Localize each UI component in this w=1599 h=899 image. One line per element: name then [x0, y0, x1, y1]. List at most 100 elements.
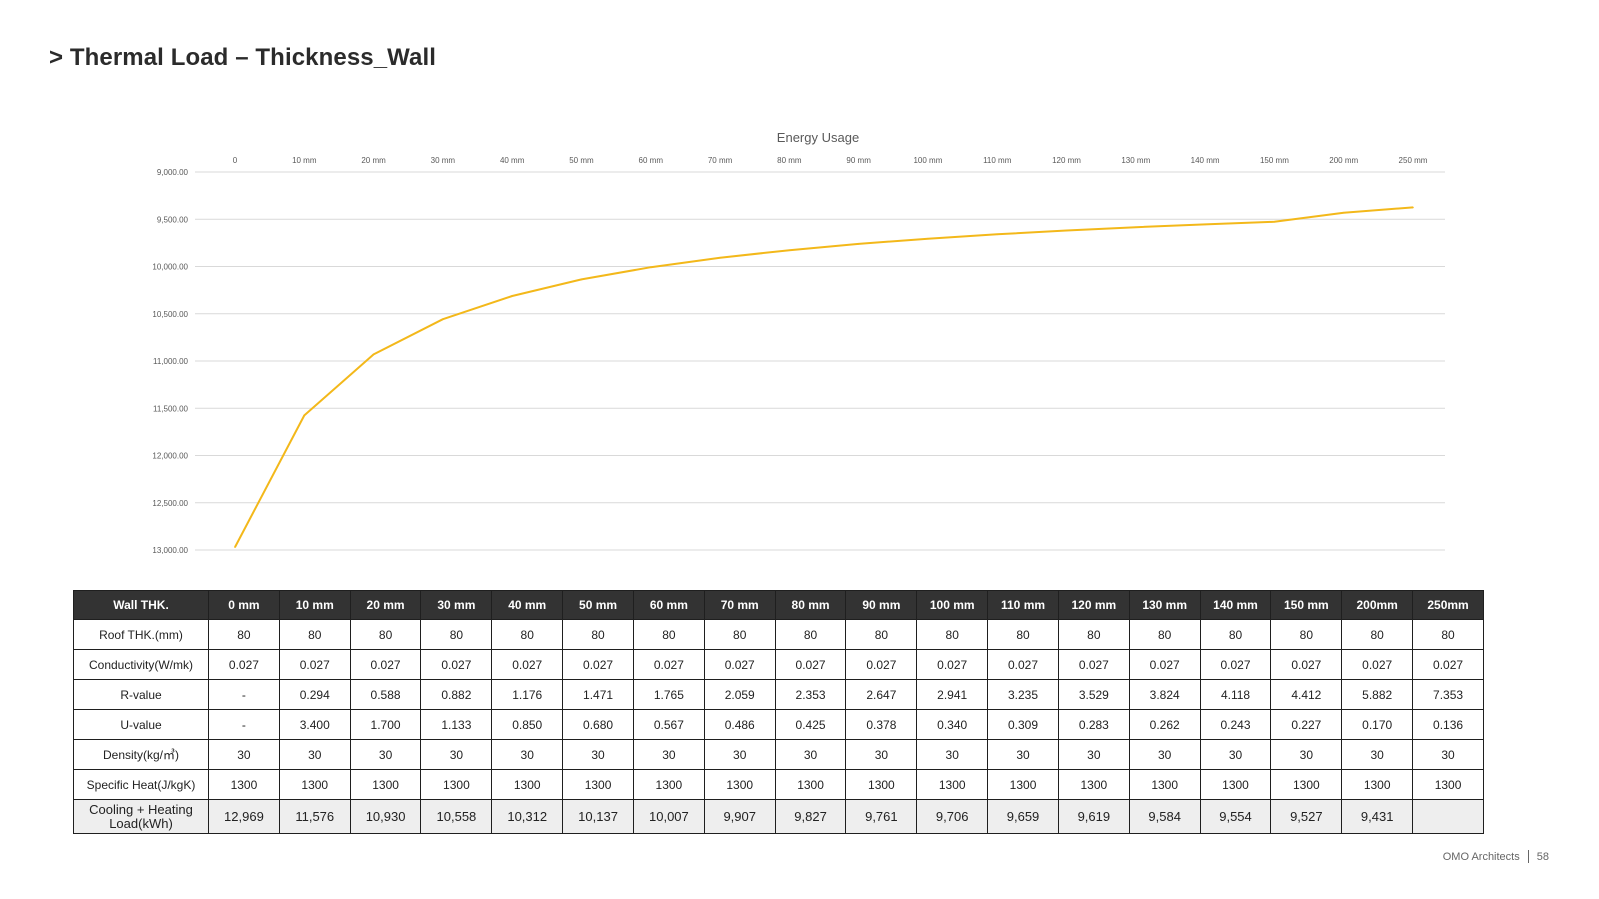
- table-cell: 12,969: [208, 799, 280, 834]
- table-cell: 80: [562, 619, 634, 650]
- table-cell: 1300: [420, 769, 493, 800]
- table-header-cell: 200mm: [1341, 590, 1414, 620]
- y-tick-label: 11,000.00: [153, 357, 189, 366]
- x-tick-label: 30 mm: [431, 156, 456, 165]
- table-cell: 80: [916, 619, 989, 650]
- table-cell: 0.027: [1412, 649, 1484, 680]
- x-tick-label: 250 mm: [1399, 156, 1428, 165]
- x-tick-label: 10 mm: [292, 156, 317, 165]
- table-cell: 30: [1057, 739, 1130, 770]
- table-cell: 30: [208, 739, 280, 770]
- table-cell: 1300: [845, 769, 918, 800]
- table-row: Specific Heat(J/kgK) 1300 1300 1300 1300 1300…: [73, 769, 1484, 800]
- table-cell: 30: [845, 739, 918, 770]
- data-point: [511, 295, 513, 297]
- data-point: [442, 318, 444, 321]
- table-cell: 10,558: [420, 799, 493, 834]
- table-cell: 1.700: [349, 709, 422, 740]
- table-cell: 0.340: [916, 709, 989, 740]
- table-header-cell: 120 mm: [1057, 590, 1130, 620]
- table-cell: 1.471: [562, 679, 634, 710]
- table-header-cell: 130 mm: [1128, 590, 1201, 620]
- data-point: [372, 353, 375, 356]
- table-cell: 0.680: [562, 709, 634, 740]
- table-cell: 0.170: [1341, 709, 1414, 740]
- table-cell: 0.588: [349, 679, 422, 710]
- table-cell: 0.027: [987, 649, 1059, 680]
- data-point: [719, 256, 721, 259]
- table-cell: 80: [1199, 619, 1272, 650]
- table-cell: -: [208, 709, 280, 740]
- table-cell: 30: [987, 739, 1059, 770]
- table-cell: 30: [278, 739, 351, 770]
- table-cell: 2.647: [845, 679, 918, 710]
- data-point: [996, 233, 999, 236]
- data-point: [1412, 206, 1414, 209]
- footer-company: OMO Architects: [1442, 850, 1520, 863]
- table-cell: 0.425: [774, 709, 847, 740]
- y-tick-label: 10,500.00: [152, 310, 188, 319]
- x-tick-label: 0: [233, 156, 238, 165]
- table-cell: 5.882: [1341, 679, 1414, 710]
- table-cell: 30: [703, 739, 776, 770]
- table-cell: 0.027: [1199, 649, 1272, 680]
- table-cell: 0.027: [420, 649, 493, 680]
- table-cell: 1300: [278, 769, 351, 800]
- table-cell: 1300: [491, 769, 564, 800]
- table-cell: 9,527: [1270, 799, 1343, 834]
- table-cell: 9,659: [987, 799, 1059, 834]
- x-tick-label: 70 mm: [708, 156, 733, 165]
- row-label: Density(kg/㎥): [73, 739, 209, 770]
- table-cell: 10,137: [562, 799, 634, 834]
- table-cell: 80: [1270, 619, 1343, 650]
- table-cell: 1300: [1057, 769, 1130, 800]
- table-cell: 80: [632, 619, 705, 650]
- x-tick-label: 140 mm: [1191, 156, 1220, 165]
- table-cell: 0.567: [632, 709, 705, 740]
- table-cell: 0.378: [845, 709, 918, 740]
- table-header-row: Wall THK. 0 mm 10 mm 20 mm 30 mm 40 mm 50 mm 60…: [73, 590, 1484, 620]
- data-point: [580, 278, 583, 281]
- table-cell: 80: [987, 619, 1059, 650]
- table-cell: 80: [1128, 619, 1201, 650]
- table-cell: 30: [491, 739, 564, 770]
- table-cell: 0.027: [278, 649, 351, 680]
- table-cell: 1300: [774, 769, 847, 800]
- table-cell: 1.765: [632, 679, 705, 710]
- table-row: Roof THK.(mm) 80 80 80 80 80 80 80 80 80 80 80 80 80 8…: [73, 619, 1484, 650]
- table-cell: 1.133: [420, 709, 493, 740]
- table-cell: 3.235: [987, 679, 1059, 710]
- y-tick-label: 12,500.00: [152, 499, 188, 508]
- table-cell: 0.136: [1412, 709, 1484, 740]
- table-header-cell: 140 mm: [1199, 590, 1272, 620]
- table-cell: 0.027: [1128, 649, 1201, 680]
- table-cell: 0.027: [562, 649, 634, 680]
- row-label: Cooling + Heating Load(kWh): [73, 799, 209, 834]
- table-cell: 7.353: [1412, 679, 1484, 710]
- table-cell: 11,576: [278, 799, 351, 834]
- table-cell: 0.027: [1341, 649, 1414, 680]
- x-axis-ticks: 0 10 mm 20 mm 30 mm 40 mm 50 mm 60 mm 70 mm 80 m…: [233, 156, 1428, 165]
- table-cell: 80: [208, 619, 280, 650]
- table-cell: 9,619: [1057, 799, 1130, 834]
- x-tick-label: 110 mm: [983, 156, 1012, 165]
- data-point: [857, 243, 860, 245]
- table-row: R-value -0.294 0.588 0.882 1.176 1.471 1.765 2.…: [73, 679, 1484, 710]
- table-cell: 30: [1270, 739, 1343, 770]
- table-cell: 9,431: [1341, 799, 1414, 834]
- x-tick-label: 150 mm: [1260, 156, 1289, 165]
- x-tick-label: 50 mm: [569, 156, 594, 165]
- y-axis-ticks: 9,000.00 9,500.00 10,000.00 10,500.00 11,000…: [152, 168, 188, 555]
- table-cell: 80: [845, 619, 918, 650]
- chart-gridlines: [195, 171, 1445, 551]
- table-row: Conductivity(W/mk) 0.027 0.027 0.027 0.027 0.…: [73, 649, 1484, 680]
- table-cell: 30: [1128, 739, 1201, 770]
- table-cell: 1300: [632, 769, 705, 800]
- thermal-data-table: Wall THK. 0 mm 10 mm 20 mm 30 mm 40 mm 50 mm 60…: [73, 590, 1484, 834]
- data-point: [927, 237, 929, 240]
- table-cell: 0.027: [703, 649, 776, 680]
- table-cell: 1300: [916, 769, 989, 800]
- data-point: [1065, 229, 1068, 232]
- data-point: [1273, 221, 1276, 223]
- table-header-cell: 50 mm: [562, 590, 634, 620]
